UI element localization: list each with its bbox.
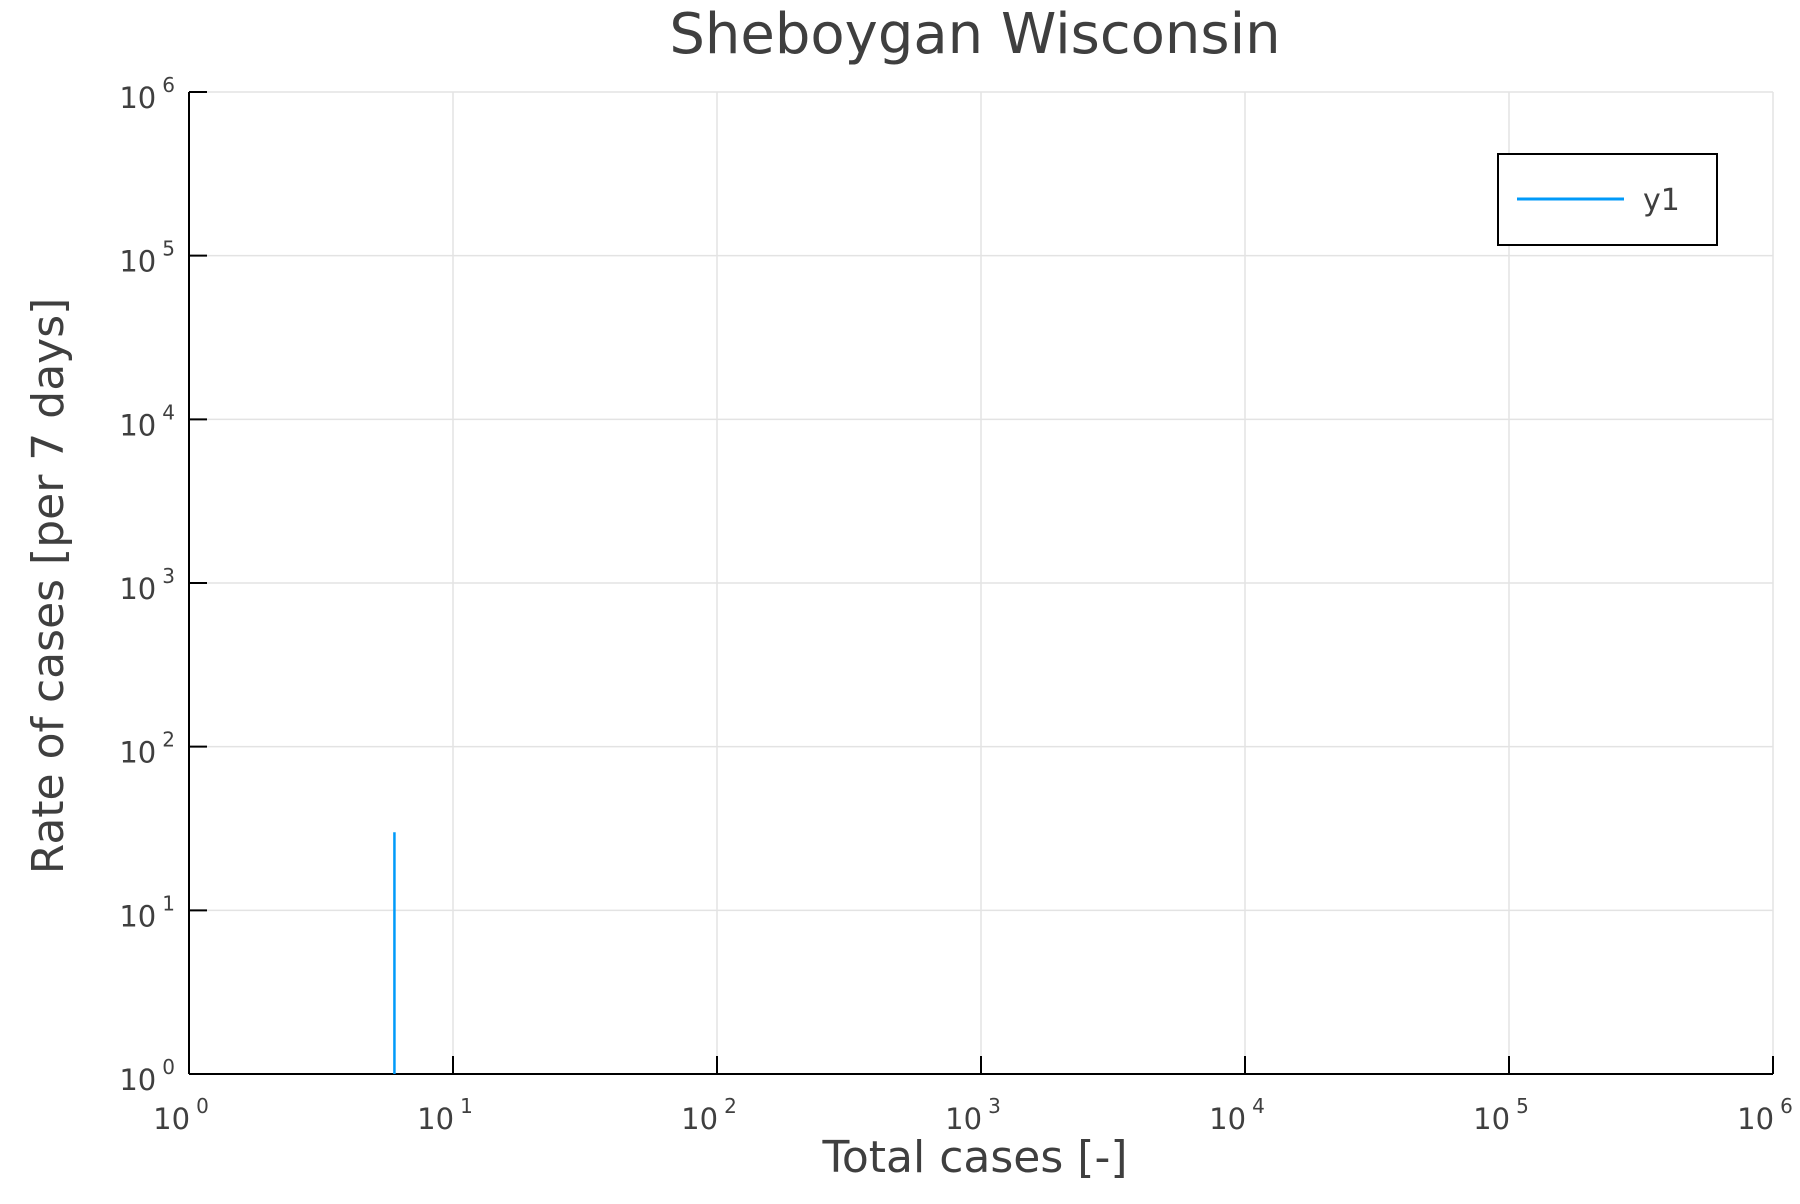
y-tick-label-0: 10 0 <box>119 1055 175 1097</box>
x-tick-label-4: 10 4 <box>1209 1094 1265 1136</box>
x-tick-label-2: 10 2 <box>681 1094 737 1136</box>
x-tick-label-0: 10 0 <box>153 1094 209 1136</box>
y-tick-label-3: 10 3 <box>119 564 175 606</box>
chart-title: Sheboygan Wisconsin <box>669 2 1280 67</box>
legend-label-y1: y1 <box>1643 183 1680 218</box>
x-tick-label-3: 10 3 <box>945 1094 1001 1136</box>
y-axis-title: Rate of cases [per 7 days] <box>23 298 74 875</box>
x-tick-label-5: 10 5 <box>1473 1094 1529 1136</box>
y-tick-label-2: 10 2 <box>119 728 175 770</box>
y-tick-label-1: 10 1 <box>119 891 175 933</box>
x-axis-title: Total cases [-] <box>821 1132 1127 1183</box>
x-tick-label-1: 10 1 <box>417 1094 473 1136</box>
y-tick-label-5: 10 5 <box>119 237 175 279</box>
x-tick-label-6: 10 6 <box>1737 1094 1793 1136</box>
y-tick-label-4: 10 4 <box>119 400 175 442</box>
y-tick-label-6: 10 6 <box>119 73 175 115</box>
tick-labels: 10 0 10 1 10 2 10 3 10 4 10 5 10 6 10 0 10 1 10 2 10 3 10 4 10 5 1… <box>119 73 1792 1136</box>
legend: y1 <box>1497 153 1718 246</box>
axes-layer <box>188 91 1774 1075</box>
grid-layer <box>188 91 1774 1075</box>
